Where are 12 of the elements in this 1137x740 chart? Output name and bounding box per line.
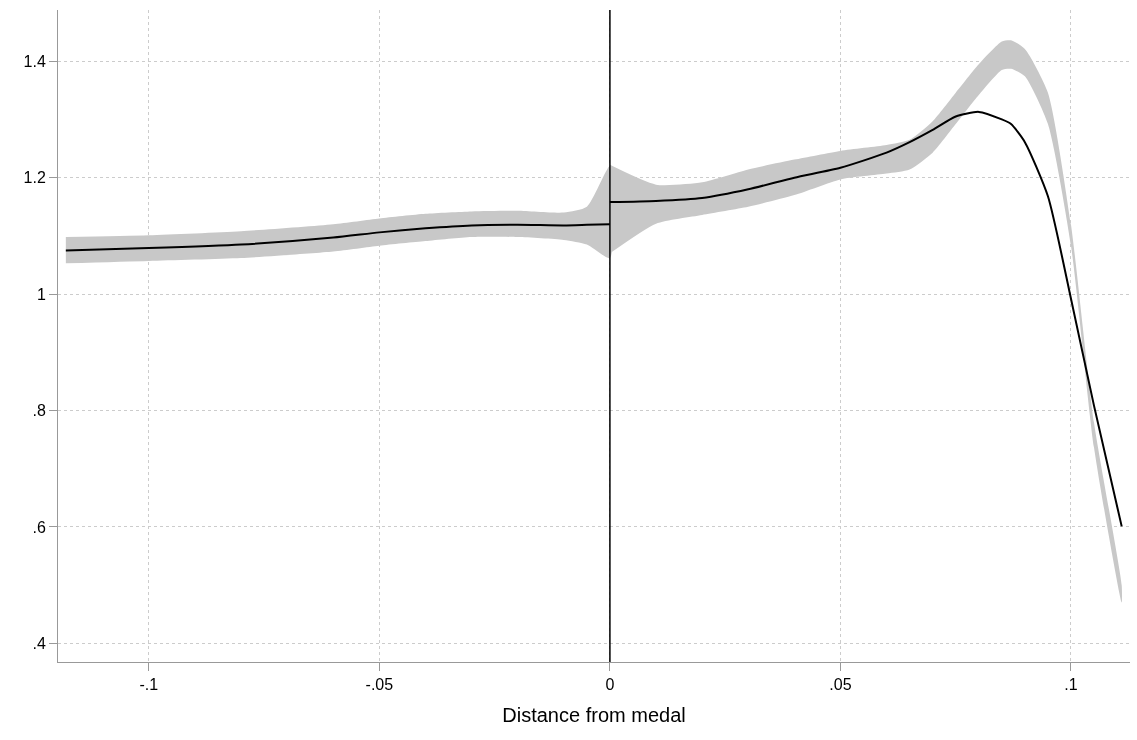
- y-tick-label: 1.2: [23, 169, 46, 187]
- x-tick-label: -.05: [365, 676, 394, 694]
- y-tick-label: .6: [32, 518, 46, 536]
- y-tick-label: .8: [32, 402, 46, 420]
- y-tick-label: 1: [36, 285, 46, 303]
- y-tick-label: .4: [32, 634, 46, 652]
- x-tick-label: .05: [829, 676, 852, 694]
- x-tick-label: -.1: [139, 676, 159, 694]
- y-tick-label: 1.4: [23, 52, 46, 70]
- x-tick-label: .1: [1064, 676, 1078, 694]
- x-tick-label: 0: [605, 676, 615, 694]
- x-axis-title: Distance from medal: [502, 703, 686, 726]
